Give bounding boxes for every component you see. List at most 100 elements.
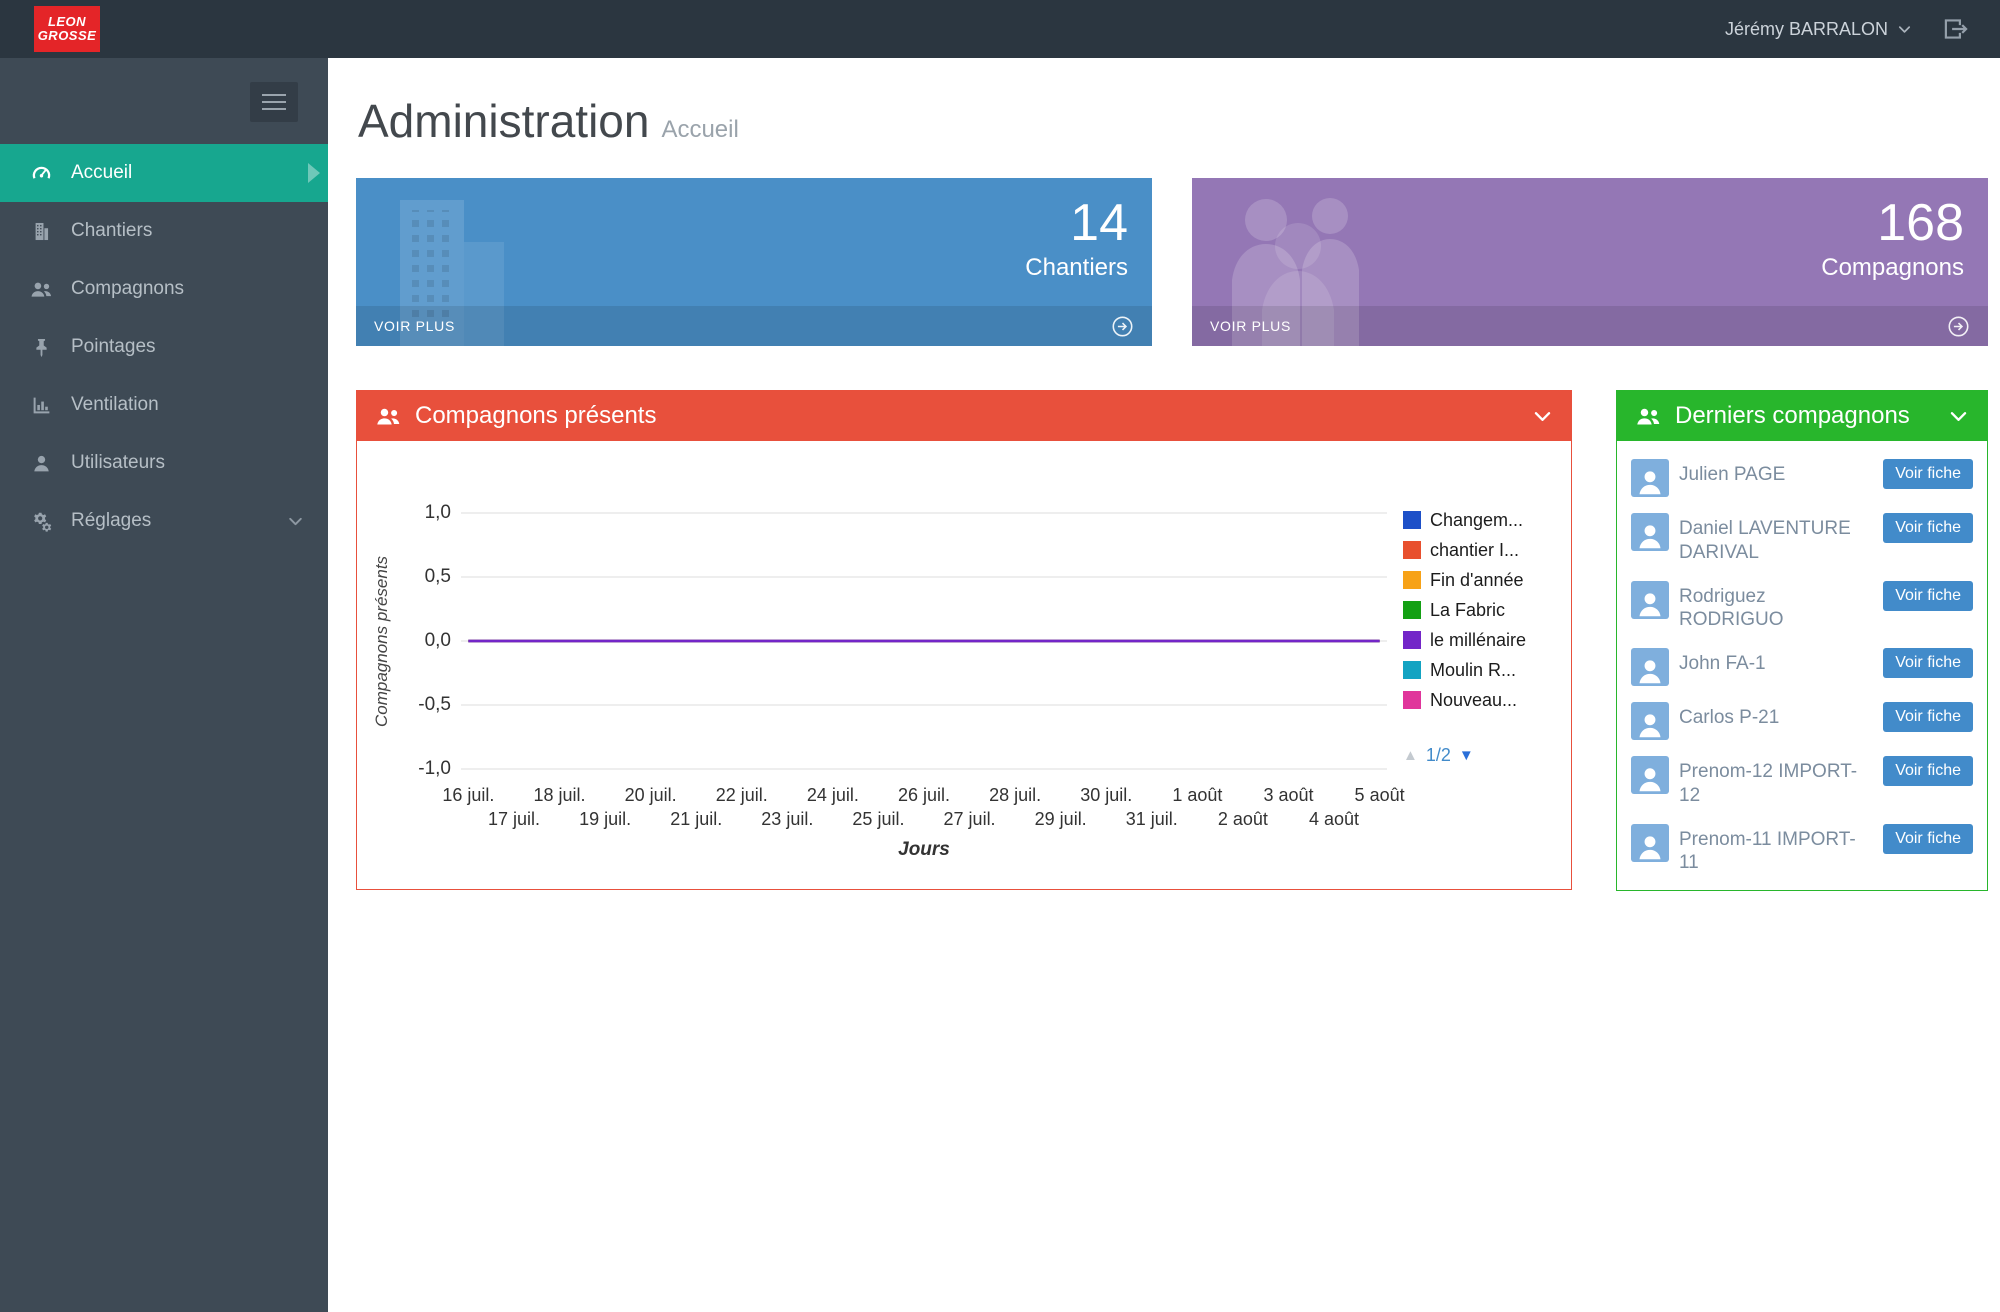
gears-icon [30, 511, 53, 532]
user-avatar-icon [1631, 702, 1669, 740]
x-tick-label: 23 juil. [761, 809, 814, 829]
legend-pagination: ▲ 1/2 ▼ [1403, 745, 1557, 766]
user-avatar-icon [1631, 756, 1669, 794]
compagnons-count: 168 [1877, 194, 1964, 252]
user-menu[interactable]: Jérémy BARRALON [1725, 19, 1912, 40]
chart-y-axis-label: Compagnons présents [372, 555, 391, 727]
x-tick-label: 30 juil. [1080, 785, 1133, 805]
sidebar-item-pointages[interactable]: Pointages [0, 318, 328, 376]
voir-fiche-button[interactable]: Voir fiche [1883, 648, 1973, 678]
compagnons-voir-plus-link[interactable]: VOIR PLUS [1192, 306, 1988, 346]
building-icon [30, 221, 53, 242]
user-avatar-icon [1631, 580, 1669, 619]
collapse-chevron-icon[interactable] [1532, 406, 1553, 427]
sidebar-item-ventilation[interactable]: Ventilation [0, 376, 328, 434]
voir-fiche-button[interactable]: Voir fiche [1883, 756, 1973, 786]
arrow-right-circle-icon [1111, 315, 1134, 338]
chart-y-ticks: 1,0 0,5 0,0 -0,5 -1,0 [399, 502, 461, 779]
compagnons-presents-title: Compagnons présents [415, 402, 657, 429]
voir-fiche-button[interactable]: Voir fiche [1883, 459, 1973, 489]
legend-page-down-icon[interactable]: ▼ [1458, 747, 1474, 764]
legend-swatch [1403, 601, 1421, 619]
voir-fiche-button[interactable]: Voir fiche [1883, 513, 1973, 543]
compagnon-name[interactable]: Rodriguez RODRIGUO [1679, 585, 1784, 631]
compagnon-row: Rodriguez RODRIGUO Voir fiche [1629, 573, 1975, 641]
chantiers-voir-plus-link[interactable]: VOIR PLUS [356, 306, 1152, 346]
sidebar-item-label: Ventilation [71, 394, 159, 415]
compagnon-name[interactable]: Prenom-12 IMPORT-12 [1679, 761, 1858, 806]
y-tick-label: 1,0 [424, 502, 451, 523]
compagnon-name[interactable]: John FA-1 [1679, 653, 1766, 674]
x-tick-label: 29 juil. [1034, 809, 1087, 829]
x-tick-label: 26 juil. [897, 785, 951, 805]
x-tick-label: 5 août [1354, 785, 1405, 805]
chart-panel-body: Compagnons présents 1,0 0,5 0,0 -0,5 -1,0 16… [357, 441, 1571, 889]
building-icon [382, 190, 532, 346]
legend-label: La Fabric [1430, 599, 1506, 620]
legend-page-indicator: 1/2 [1425, 745, 1451, 765]
chart-legend: Changem... chantier I... Fin d'année La … [1387, 505, 1557, 861]
logo-line1: LEON [47, 13, 87, 29]
sidebar-item-reglages[interactable]: Réglages [0, 492, 328, 550]
sidebar-toggle-button[interactable] [250, 82, 298, 122]
x-tick-label: 2 août [1217, 809, 1268, 829]
sidebar-item-label: Accueil [71, 162, 133, 183]
collapse-chevron-icon[interactable] [1948, 406, 1969, 427]
legend-swatch [1403, 661, 1421, 679]
compagnons-card[interactable]: 168 Compagnons VOIR PLUS [1192, 178, 1988, 346]
logo-line2: GROSSE [37, 28, 97, 43]
chantiers-count: 14 [1070, 194, 1128, 252]
compagnons-list: Julien PAGE Voir fiche Daniel LAVENTURE … [1617, 441, 1987, 890]
x-tick-label: 4 août [1309, 809, 1360, 829]
sidebar-item-label: Utilisateurs [71, 452, 165, 473]
presence-line-chart [461, 505, 1387, 777]
legend-swatch [1403, 571, 1421, 589]
x-tick-label: 25 juil. [852, 809, 905, 829]
sidebar-item-utilisateurs[interactable]: Utilisateurs [0, 434, 328, 492]
derniers-compagnons-panel: Derniers compagnons Julien PAGE Voir fic… [1616, 390, 1988, 891]
compagnon-name[interactable]: Julien PAGE [1679, 464, 1786, 485]
chantiers-card[interactable]: 14 Chantiers VOIR PLUS [356, 178, 1152, 346]
topbar-right: Jérémy BARRALON [1725, 16, 1970, 42]
user-avatar-icon [1631, 513, 1669, 551]
legend-item: le millénaire [1403, 625, 1557, 655]
compagnon-row: John FA-1 Voir fiche [1629, 640, 1975, 694]
chart-x-axis-label: Jours [898, 839, 950, 860]
x-tick-label: 17 juil. [487, 809, 540, 829]
compagnon-name[interactable]: Daniel LAVENTURE DARIVAL [1679, 518, 1851, 563]
sidebar-item-accueil[interactable]: Accueil [0, 144, 328, 202]
sidebar-item-label: Réglages [71, 510, 152, 531]
legend-page-up-icon[interactable]: ▲ [1403, 747, 1418, 764]
sidebar: Accueil Chantiers Compagnons Pointages V… [0, 58, 328, 1312]
y-tick-label: 0,0 [424, 630, 451, 651]
legend-item: Nouveau... [1403, 685, 1557, 715]
voir-fiche-button[interactable]: Voir fiche [1883, 580, 1973, 611]
legend-label: le millénaire [1430, 629, 1527, 650]
main-content: Administration Accueil 14 Chantiers VOIR … [328, 58, 2000, 1312]
compagnon-name[interactable]: Prenom-11 IMPORT-11 [1679, 828, 1856, 874]
voir-fiche-button[interactable]: Voir fiche [1883, 702, 1973, 732]
chart-x-ticks: 16 juil. 17 juil. 18 juil. 19 juil. 20 juil.… [442, 777, 1404, 839]
chantiers-label: Chantiers [1025, 253, 1128, 281]
sidebar-item-chantiers[interactable]: Chantiers [0, 202, 328, 260]
sidebar-nav: Accueil Chantiers Compagnons Pointages V… [0, 144, 328, 550]
legend-label: chantier I... [1430, 539, 1520, 560]
x-tick-label: 19 juil. [579, 809, 632, 829]
compagnon-row: Daniel LAVENTURE DARIVAL Voir fiche [1629, 505, 1975, 573]
derniers-compagnons-title: Derniers compagnons [1675, 402, 1910, 429]
users-icon [1635, 405, 1662, 428]
user-icon [30, 453, 53, 474]
compagnon-name[interactable]: Carlos P-21 [1679, 707, 1780, 728]
voir-fiche-button[interactable]: Voir fiche [1883, 823, 1973, 854]
pin-icon [30, 337, 53, 358]
sidebar-top [0, 58, 328, 144]
logout-button[interactable] [1942, 16, 1970, 42]
compagnons-presents-header: Compagnons présents [357, 391, 1571, 441]
y-tick-label: -1,0 [418, 758, 451, 779]
y-tick-label: 0,5 [424, 566, 451, 587]
sidebar-item-compagnons[interactable]: Compagnons [0, 260, 328, 318]
x-tick-label: 24 juil. [806, 785, 859, 805]
legend-item: La Fabric [1403, 595, 1557, 625]
leon-grosse-logo[interactable]: LEON GROSSE [34, 6, 100, 52]
legend-label: Nouveau... [1430, 689, 1518, 710]
